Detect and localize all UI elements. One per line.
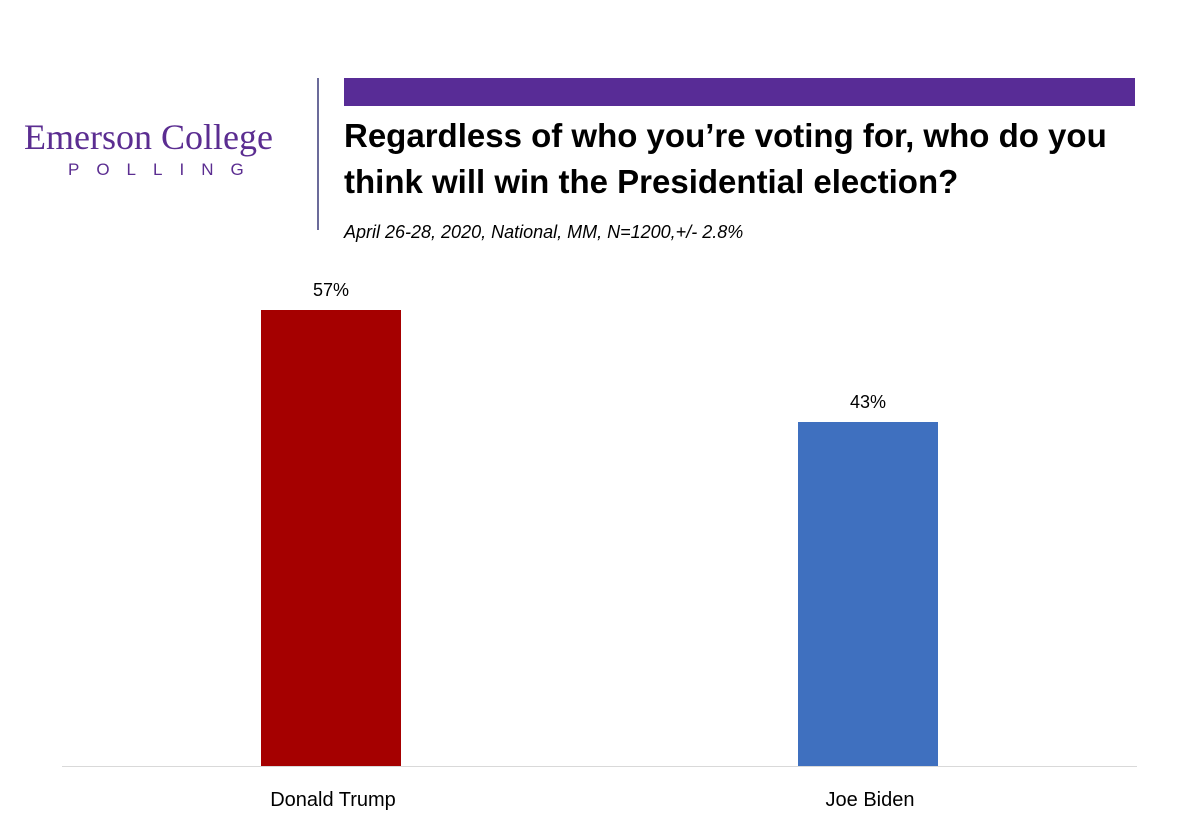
data-label: 57% [313, 280, 349, 300]
chart-subtitle: April 26-28, 2020, National, MM, N=1200,… [344, 222, 744, 242]
category-label: Joe Biden [826, 789, 915, 811]
bar-1 [798, 422, 938, 766]
category-label: Donald Trump [270, 789, 396, 811]
chart-title: Regardless of who you’re voting for, who… [344, 117, 1107, 200]
logo-title: Emerson College [24, 117, 273, 157]
logo-subtitle: POLLING [68, 160, 261, 179]
divider [317, 78, 319, 230]
data-label: 43% [850, 392, 886, 412]
header-accent-bar [344, 78, 1135, 106]
bar-0 [261, 310, 401, 766]
